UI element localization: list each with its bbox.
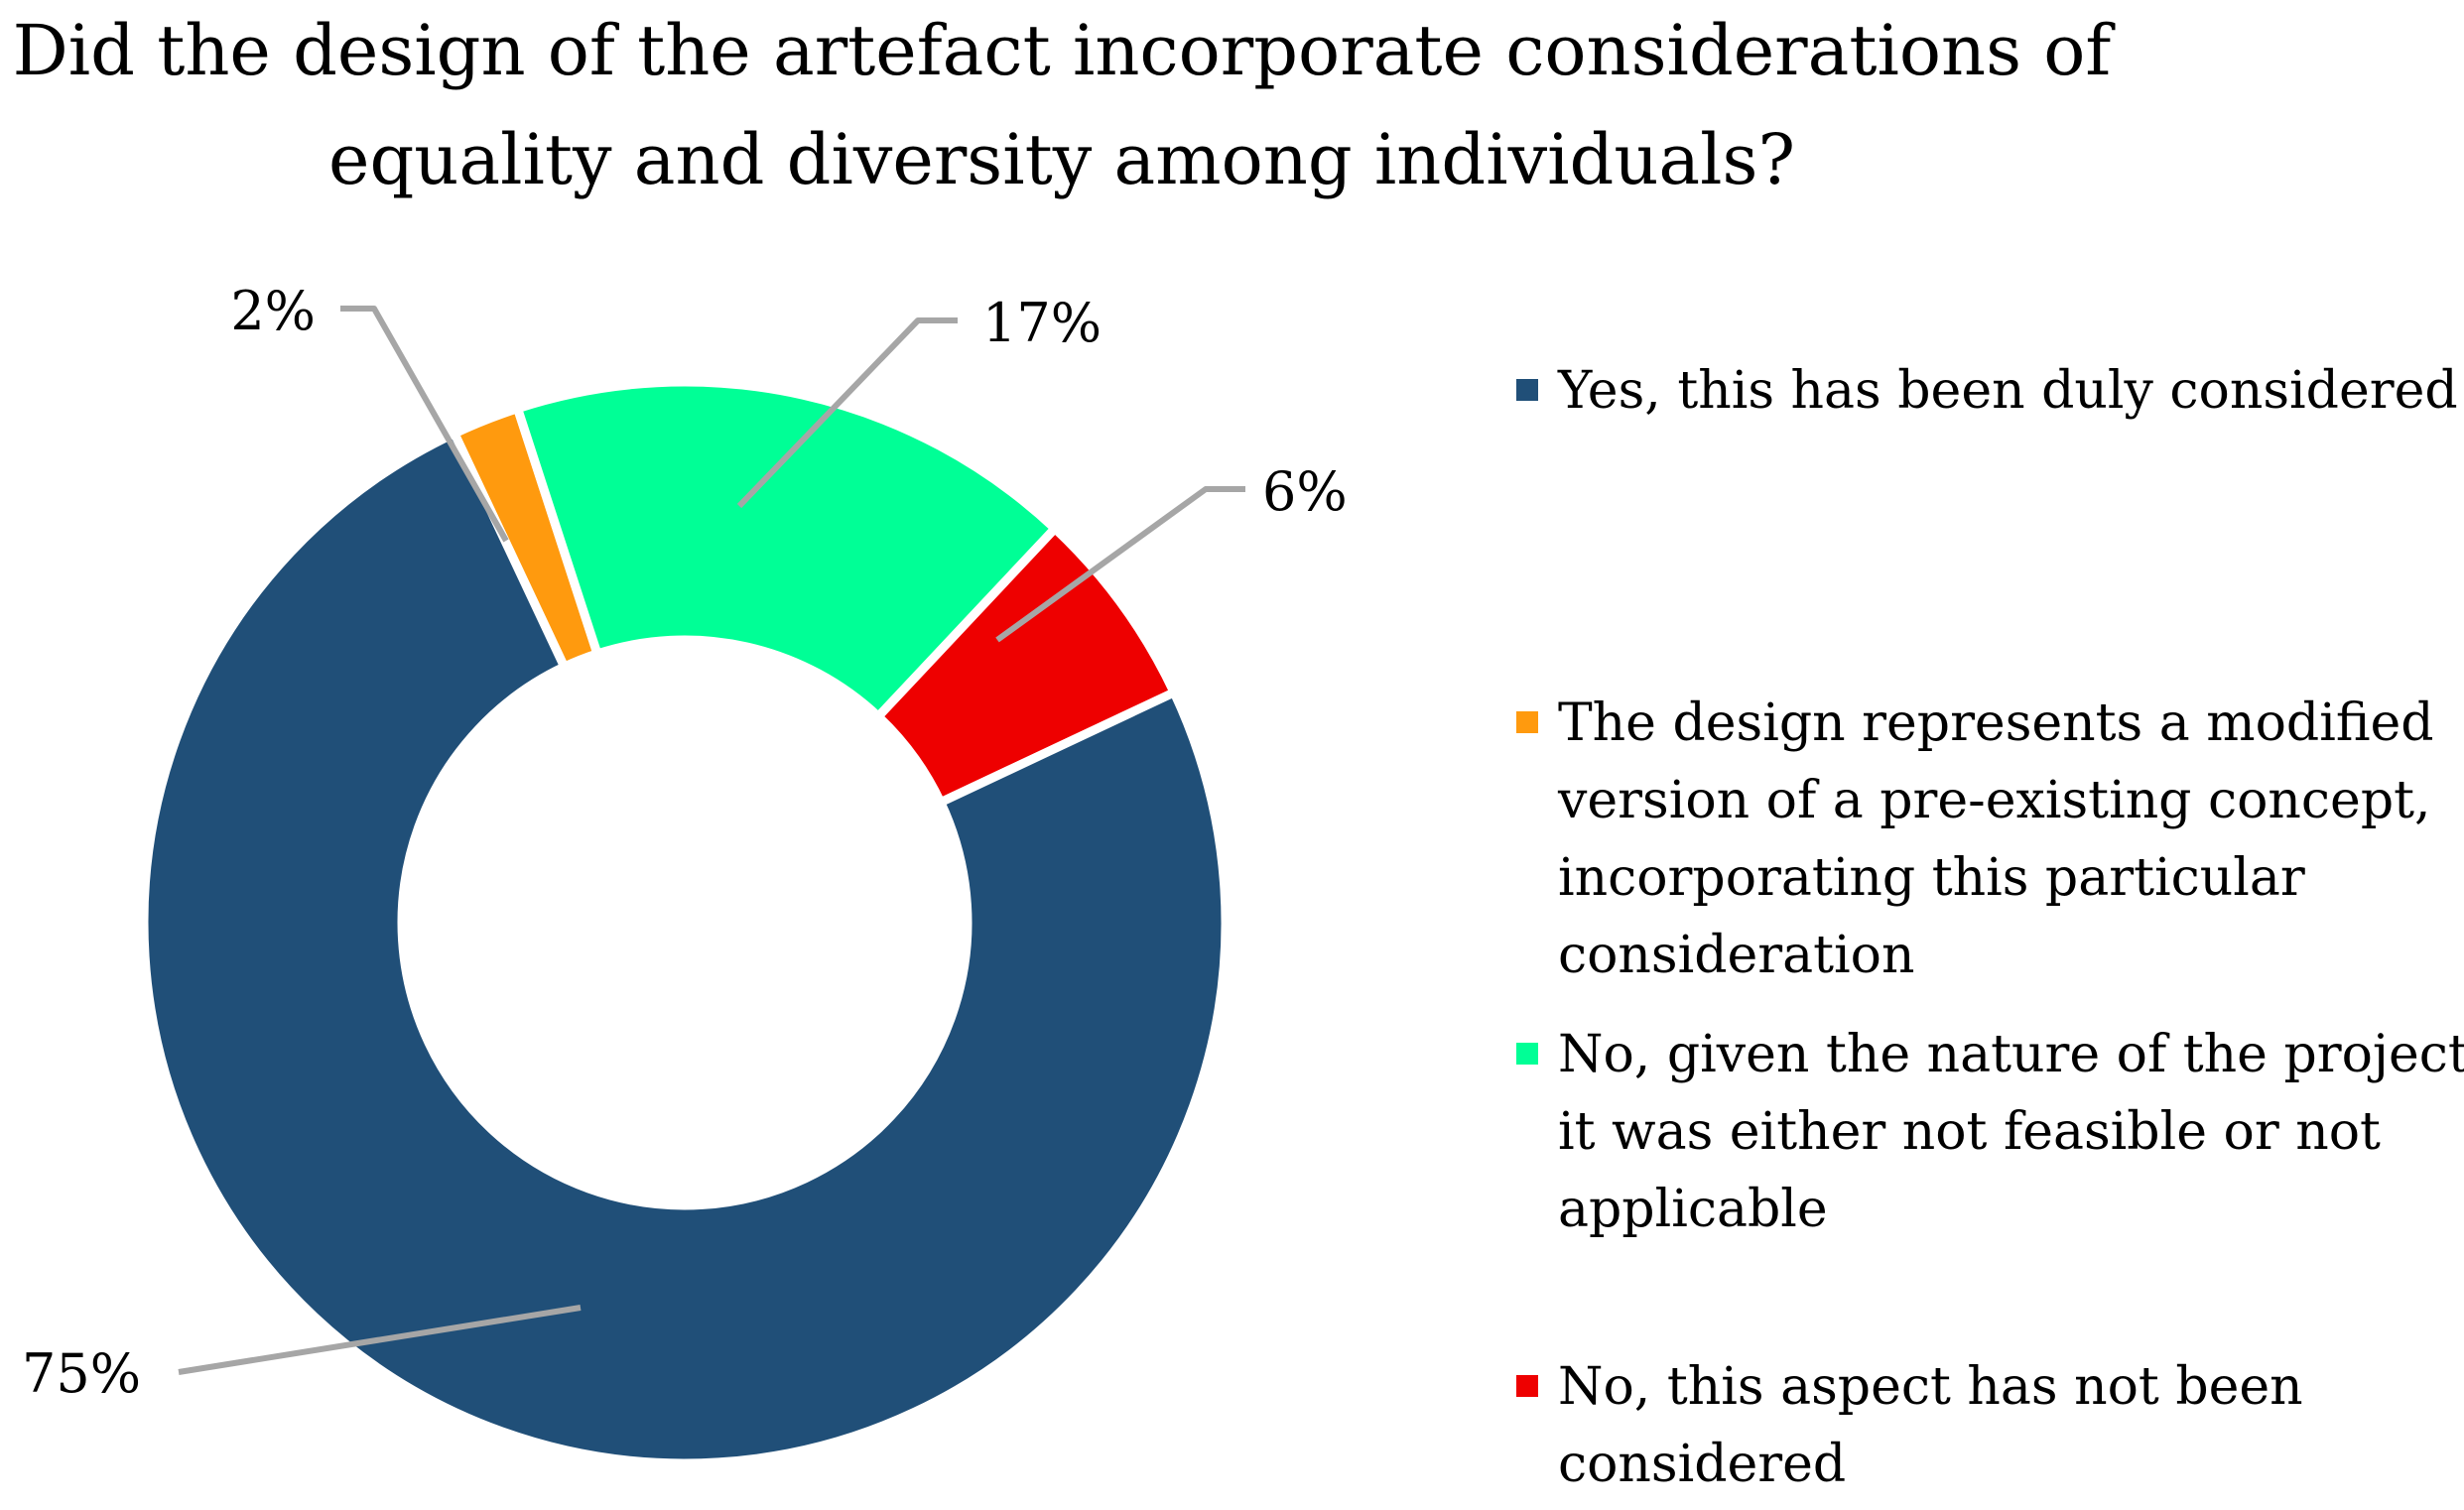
legend-label: The design represents a modified — [1558, 693, 2434, 753]
legend-label: it was either not feasible or not — [1558, 1102, 2381, 1162]
legend-label: No, this aspect has not been — [1558, 1357, 2303, 1417]
leader-line — [736, 317, 958, 509]
donut-slice — [139, 429, 1231, 1468]
legend-label: Yes, this has been duly considered — [1557, 361, 2458, 421]
donut-slices — [139, 377, 1231, 1468]
legend-marker — [1516, 1043, 1538, 1065]
legend-label: consideration — [1558, 926, 1914, 985]
data-label: 75% — [22, 1342, 141, 1405]
leader-line — [178, 1305, 582, 1375]
legend-label: No, given the nature of the project, — [1558, 1025, 2464, 1084]
chart-title-line: equality and diversity among individuals… — [328, 119, 1795, 200]
data-label: 17% — [982, 292, 1102, 354]
legend-marker — [1516, 1375, 1538, 1397]
legend-item: Yes, this has been duly considered — [1516, 361, 2458, 421]
legend-item: No, this aspect has not been considered — [1516, 1357, 2303, 1494]
legend-item: The design represents a modified version … — [1516, 693, 2434, 985]
legend: Yes, this has been duly considered The de… — [1516, 361, 2464, 1494]
chart-title: Did the design of the artefact incorpora… — [13, 10, 2117, 200]
leader-lines — [178, 306, 1245, 1375]
chart-title-line: Did the design of the artefact incorpora… — [13, 10, 2117, 91]
data-label: 2% — [230, 280, 316, 342]
legend-marker — [1516, 711, 1538, 733]
leader-line — [995, 486, 1245, 643]
legend-item: No, given the nature of the project, it w… — [1516, 1025, 2464, 1239]
legend-marker — [1516, 379, 1538, 401]
legend-label: considered — [1558, 1435, 1846, 1494]
legend-label: version of a pre-existing concept, — [1557, 771, 2431, 830]
legend-label: applicable — [1558, 1180, 1828, 1239]
data-label: 6% — [1262, 460, 1348, 523]
legend-label: incorporating this particular — [1558, 848, 2305, 908]
leader-line — [340, 306, 509, 543]
donut-slice — [513, 377, 1060, 721]
data-labels: 75% 2% 17% 6% — [22, 280, 1348, 1405]
